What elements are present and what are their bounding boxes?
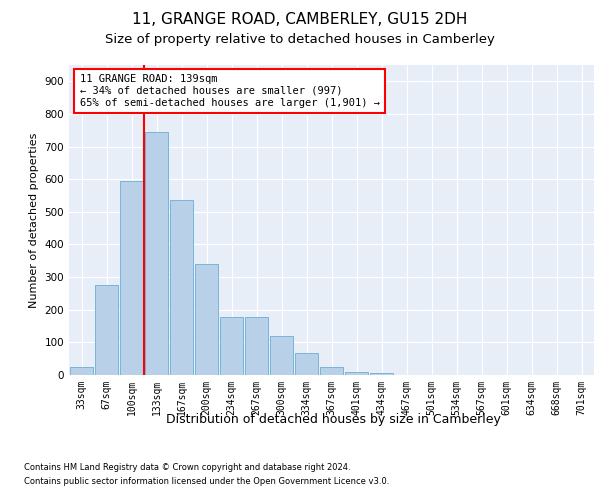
Bar [370, 374, 394, 375]
Bar [70, 367, 94, 375]
Text: 11, GRANGE ROAD, CAMBERLEY, GU15 2DH: 11, GRANGE ROAD, CAMBERLEY, GU15 2DH [133, 12, 467, 28]
Bar [320, 367, 343, 375]
Bar [220, 317, 244, 375]
Text: Size of property relative to detached houses in Camberley: Size of property relative to detached ho… [105, 32, 495, 46]
Bar [295, 353, 319, 375]
Bar [344, 372, 368, 375]
Bar [269, 336, 293, 375]
Text: Contains public sector information licensed under the Open Government Licence v3: Contains public sector information licen… [24, 478, 389, 486]
Bar [119, 181, 143, 375]
Y-axis label: Number of detached properties: Number of detached properties [29, 132, 39, 308]
Bar [170, 200, 193, 375]
Text: Contains HM Land Registry data © Crown copyright and database right 2024.: Contains HM Land Registry data © Crown c… [24, 462, 350, 471]
Bar [245, 317, 268, 375]
Bar [95, 286, 118, 375]
Bar [194, 264, 218, 375]
Text: 11 GRANGE ROAD: 139sqm
← 34% of detached houses are smaller (997)
65% of semi-de: 11 GRANGE ROAD: 139sqm ← 34% of detached… [79, 74, 380, 108]
Bar [145, 132, 169, 375]
Text: Distribution of detached houses by size in Camberley: Distribution of detached houses by size … [166, 412, 500, 426]
